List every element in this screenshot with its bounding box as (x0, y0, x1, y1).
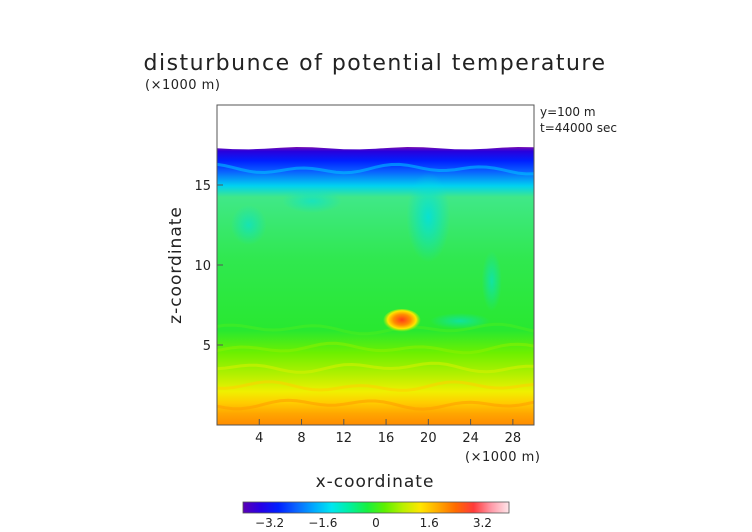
contour-band (217, 398, 534, 411)
cool-region (230, 205, 267, 245)
y-tick-label: 15 (194, 179, 211, 194)
y-axis: 5 10 15 (194, 179, 223, 354)
colorbar-tick-label: 0 (372, 516, 380, 530)
x-tick-label: 16 (378, 431, 395, 446)
chart-title: disturbunce of potential temperature (144, 51, 607, 76)
colorbar-tick-label: 1.6 (420, 516, 439, 530)
y-tick-label: 10 (194, 259, 211, 274)
colorbar-tick-label: 3.2 (473, 516, 492, 530)
x-tick-label: 4 (255, 431, 263, 446)
x-tick-label: 24 (462, 431, 479, 446)
heatmap-field (217, 147, 534, 425)
x-tick-label: 12 (336, 431, 353, 446)
y-unit-note: (×1000 m) (145, 78, 220, 93)
x-tick-label: 8 (297, 431, 305, 446)
colorbar-tick-label: −1.6 (308, 516, 337, 530)
cool-region (481, 251, 502, 311)
colorbar-ticks: −3.2 −1.6 0 1.6 3.2 (255, 516, 492, 530)
x-unit-note: (×1000 m) (465, 450, 540, 465)
x-axis: 4 8 12 16 20 24 28 (255, 419, 521, 446)
colorbar (242, 501, 510, 514)
cool-region (282, 189, 343, 213)
x-tick-label: 20 (420, 431, 437, 446)
annotation-y: y=100 m (540, 105, 596, 119)
colorbar-tick-label: −3.2 (255, 516, 284, 530)
annotation-time: t=44000 sec (540, 121, 617, 135)
cool-plume (406, 172, 451, 262)
cool-region (430, 313, 491, 329)
y-tick-label: 5 (203, 339, 211, 354)
contour-band (217, 361, 534, 374)
contour-band (217, 162, 534, 176)
x-tick-label: 28 (505, 431, 522, 446)
field-fill (217, 147, 534, 425)
x-axis-label: x-coordinate (316, 472, 435, 492)
y-axis-label: z-coordinate (166, 206, 186, 324)
warm-bubble (382, 309, 421, 333)
contour-band (217, 380, 534, 392)
contour-band (217, 341, 534, 355)
